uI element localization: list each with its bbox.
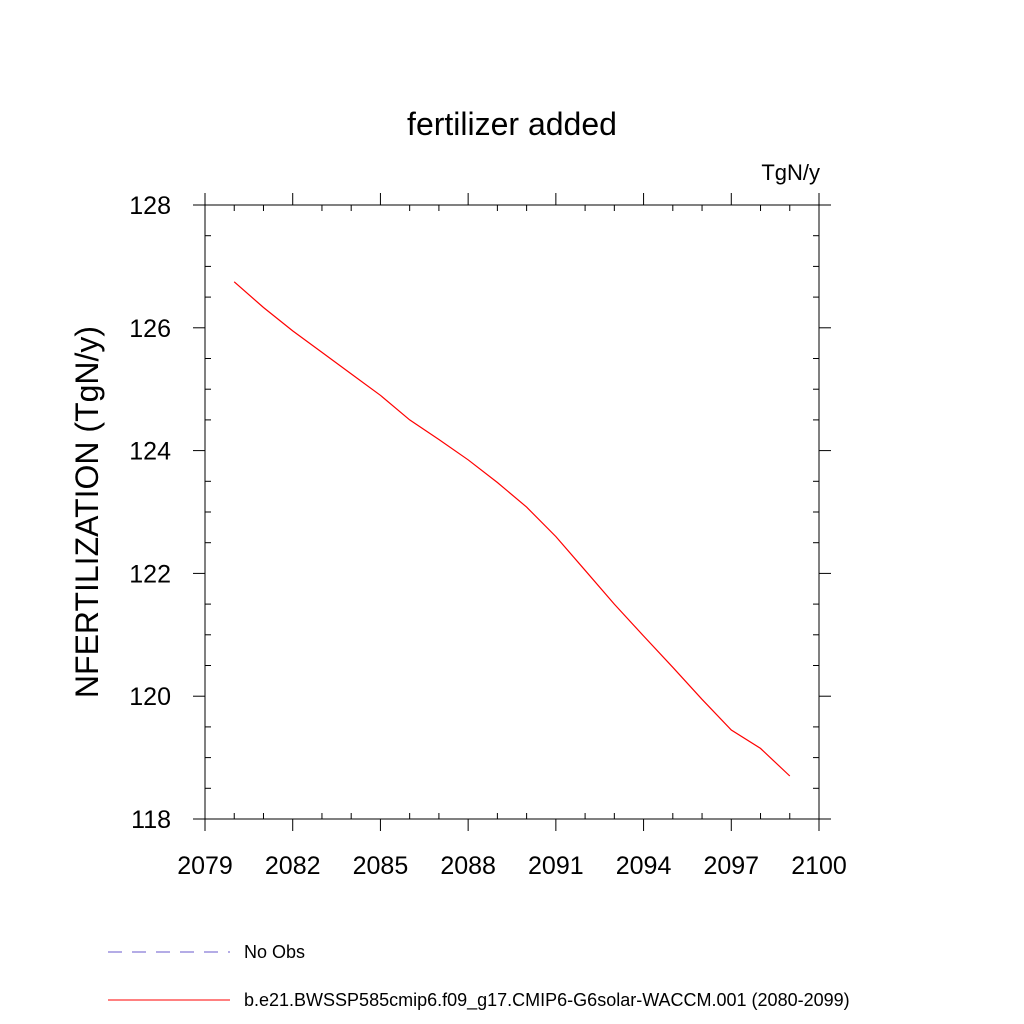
legend-label: b.e21.BWSSP585cmip6.f09_g17.CMIP6-G6sola… [244, 990, 850, 1011]
y-tick-label: 120 [129, 683, 171, 711]
axis-tick-labels: 2079 2082 2085 2088 2091 2094 2097 2100 118 120 12… [129, 192, 847, 880]
x-tick-label: 2079 [177, 852, 233, 880]
y-tick-label: 122 [129, 560, 171, 588]
x-tick-label: 2097 [703, 852, 759, 880]
y-tick-label: 128 [129, 192, 171, 220]
x-tick-label: 2088 [440, 852, 496, 880]
y-axis-label: NFERTILIZATION (TgN/y) [69, 326, 105, 698]
legend-label: No Obs [244, 942, 305, 962]
axis-ticks [193, 193, 831, 831]
x-tick-label: 2100 [791, 852, 847, 880]
x-tick-label: 2082 [265, 852, 321, 880]
legend: No Obs b.e21.BWSSP585cmip6.f09_g17.CMIP6-… [108, 942, 850, 1011]
y-tick-label: 118 [131, 806, 171, 834]
plot-frame [204, 204, 820, 820]
x-tick-label: 2094 [616, 852, 672, 880]
chart-title: fertilizer added [407, 106, 617, 142]
series-line [233, 281, 791, 777]
series-layer [233, 281, 791, 777]
y-tick-label: 124 [129, 438, 171, 466]
x-tick-label: 2091 [528, 852, 584, 880]
y-tick-label: 126 [129, 315, 171, 343]
units-label: TgN/y [761, 160, 820, 185]
x-tick-label: 2085 [353, 852, 409, 880]
